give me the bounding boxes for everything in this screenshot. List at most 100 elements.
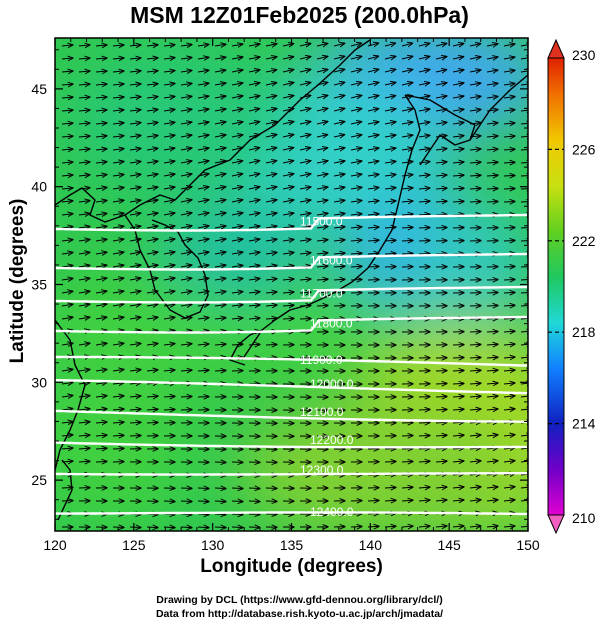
wind-vector — [486, 202, 498, 203]
wind-vector — [197, 501, 209, 502]
wind-vector — [299, 44, 311, 47]
wind-vector — [248, 44, 260, 46]
wind-vector — [163, 58, 175, 59]
wind-vector — [95, 149, 107, 150]
wind-vector — [61, 136, 73, 137]
wind-vector — [78, 227, 90, 229]
wind-vector — [78, 435, 90, 436]
wind-vector — [197, 135, 209, 137]
wind-vector — [299, 148, 311, 150]
wind-vector — [469, 188, 481, 189]
wind-vector — [486, 344, 498, 345]
wind-vector — [78, 461, 90, 462]
wind-vector — [112, 239, 124, 241]
wind-vector — [214, 488, 226, 489]
wind-vector — [520, 162, 528, 163]
wind-vector — [197, 200, 209, 202]
wind-vector — [367, 526, 379, 527]
x-tick-label: 120 — [43, 537, 67, 553]
wind-vector — [112, 226, 124, 228]
wind-vector — [282, 57, 294, 59]
wind-vector — [61, 201, 73, 202]
wind-vector — [418, 122, 430, 124]
wind-vector — [129, 58, 141, 59]
wind-vector — [95, 239, 107, 241]
wind-vector — [350, 280, 362, 281]
wind-vector — [299, 82, 311, 85]
colorbar-gradient — [547, 57, 565, 516]
wind-vector — [248, 57, 260, 59]
wind-vector — [486, 70, 498, 72]
y-axis-label: Latitude (degrees) — [7, 198, 28, 364]
wind-vector — [95, 422, 107, 423]
wind-vector — [401, 43, 413, 46]
wind-vector — [469, 83, 481, 85]
wind-vector — [469, 409, 481, 410]
wind-vector — [299, 69, 311, 72]
wind-vector — [214, 501, 226, 502]
wind-vector — [214, 239, 226, 241]
wind-vector — [350, 227, 362, 228]
wind-vector — [384, 462, 396, 463]
wind-vector — [231, 252, 243, 254]
wind-vector — [95, 97, 107, 98]
wind-vector — [78, 110, 90, 111]
wind-vector — [520, 228, 528, 229]
wind-vector — [95, 343, 107, 345]
wind-vector — [503, 175, 515, 176]
wind-vector — [503, 136, 515, 137]
wind-vector — [350, 187, 362, 189]
wind-vector — [129, 110, 141, 111]
wind-vector — [61, 84, 73, 85]
wind-vector — [265, 187, 277, 189]
wind-vector — [61, 175, 73, 176]
wind-vector — [214, 514, 226, 515]
wind-vector — [197, 278, 209, 280]
wind-vector — [214, 96, 226, 98]
wind-vector — [180, 161, 192, 163]
wind-vector — [61, 227, 73, 228]
wind-vector — [180, 135, 192, 137]
wind-vector — [61, 58, 73, 59]
credit-data: Data from http://database.rish.kyoto-u.a… — [155, 608, 444, 620]
wind-vector — [146, 370, 158, 371]
wind-vector — [367, 148, 379, 150]
wind-vector — [180, 265, 192, 267]
wind-vector — [503, 305, 515, 306]
wind-vector — [282, 253, 294, 255]
wind-vector — [401, 83, 413, 86]
wind-vector — [180, 109, 192, 111]
wind-vector — [503, 188, 515, 189]
wind-vector — [214, 527, 226, 528]
wind-vector — [265, 266, 277, 268]
wind-vector — [520, 318, 528, 319]
wind-vector — [282, 305, 294, 306]
wind-vector — [231, 70, 243, 72]
wind-vector — [384, 188, 396, 189]
wind-vector — [214, 135, 226, 137]
wind-vector — [435, 422, 447, 423]
wind-vector — [112, 149, 124, 150]
wind-vector — [401, 254, 413, 255]
wind-vector — [112, 200, 124, 202]
wind-vector — [367, 214, 379, 215]
colorbar-tick-label: 210 — [572, 510, 596, 526]
wind-vector — [418, 241, 430, 242]
wind-vector — [231, 226, 243, 228]
wind-vector — [112, 409, 124, 410]
height-contour — [55, 285, 528, 304]
wind-vector — [435, 201, 447, 202]
wind-vector — [146, 200, 158, 202]
wind-vector — [112, 213, 124, 215]
wind-vector — [112, 252, 124, 254]
wind-vector — [486, 162, 498, 163]
wind-vector — [520, 331, 528, 332]
wind-vector — [95, 252, 107, 254]
wind-vector — [129, 200, 141, 202]
wind-vector — [129, 84, 141, 85]
chart-title: MSM 12Z01Feb2025 (200.0hPa) — [130, 2, 469, 28]
wind-vector — [401, 162, 413, 164]
wind-vector — [112, 422, 124, 423]
wind-vector — [316, 174, 328, 176]
wind-vector — [520, 188, 528, 189]
